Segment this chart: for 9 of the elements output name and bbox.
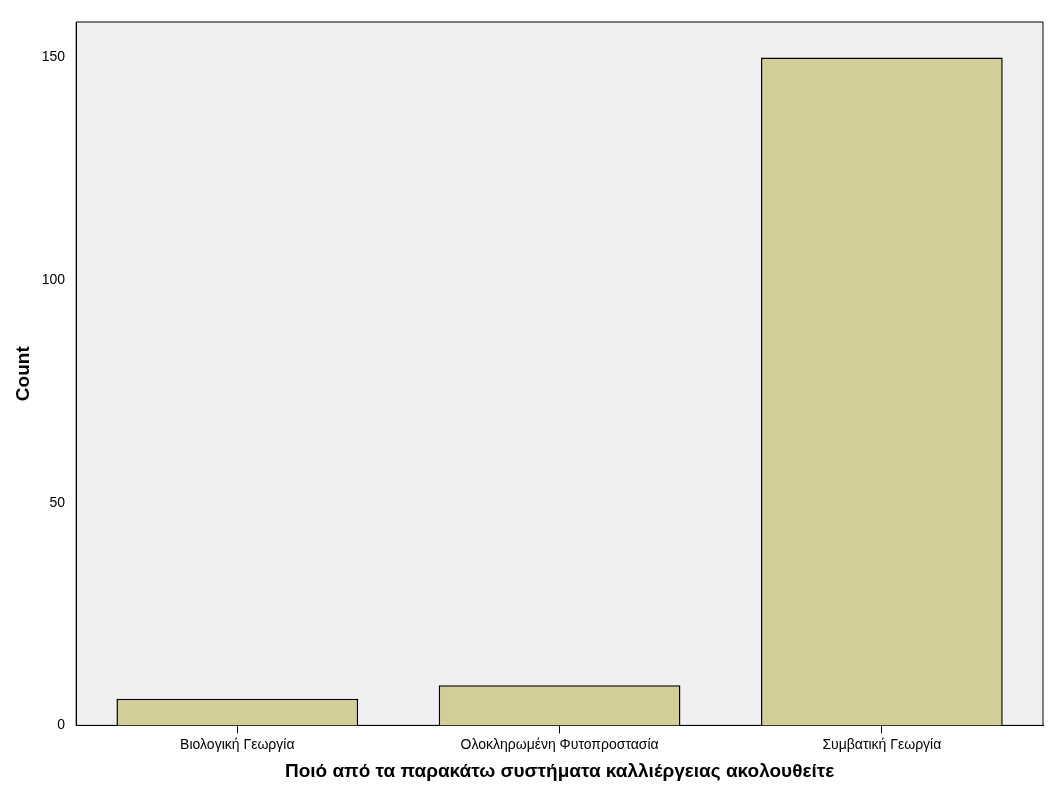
y-axis-title: Count	[11, 345, 33, 402]
y-tick-label: 0	[57, 716, 66, 733]
x-tick-label: Βιολογική Γεωργία	[180, 735, 295, 752]
x-tick-label: Ολοκληρωμένη Φυτοπροστασία	[460, 735, 659, 752]
x-tick-label: Συμβατική Γεωργία	[822, 735, 942, 752]
y-tick-label: 100	[41, 271, 66, 288]
x-axis-title: Ποιό από τα παρακάτω συστήματα καλλιέργειας ακολουθείτε	[284, 759, 835, 781]
y-tick-label: 50	[49, 493, 66, 510]
y-tick-label: 150	[41, 48, 66, 65]
